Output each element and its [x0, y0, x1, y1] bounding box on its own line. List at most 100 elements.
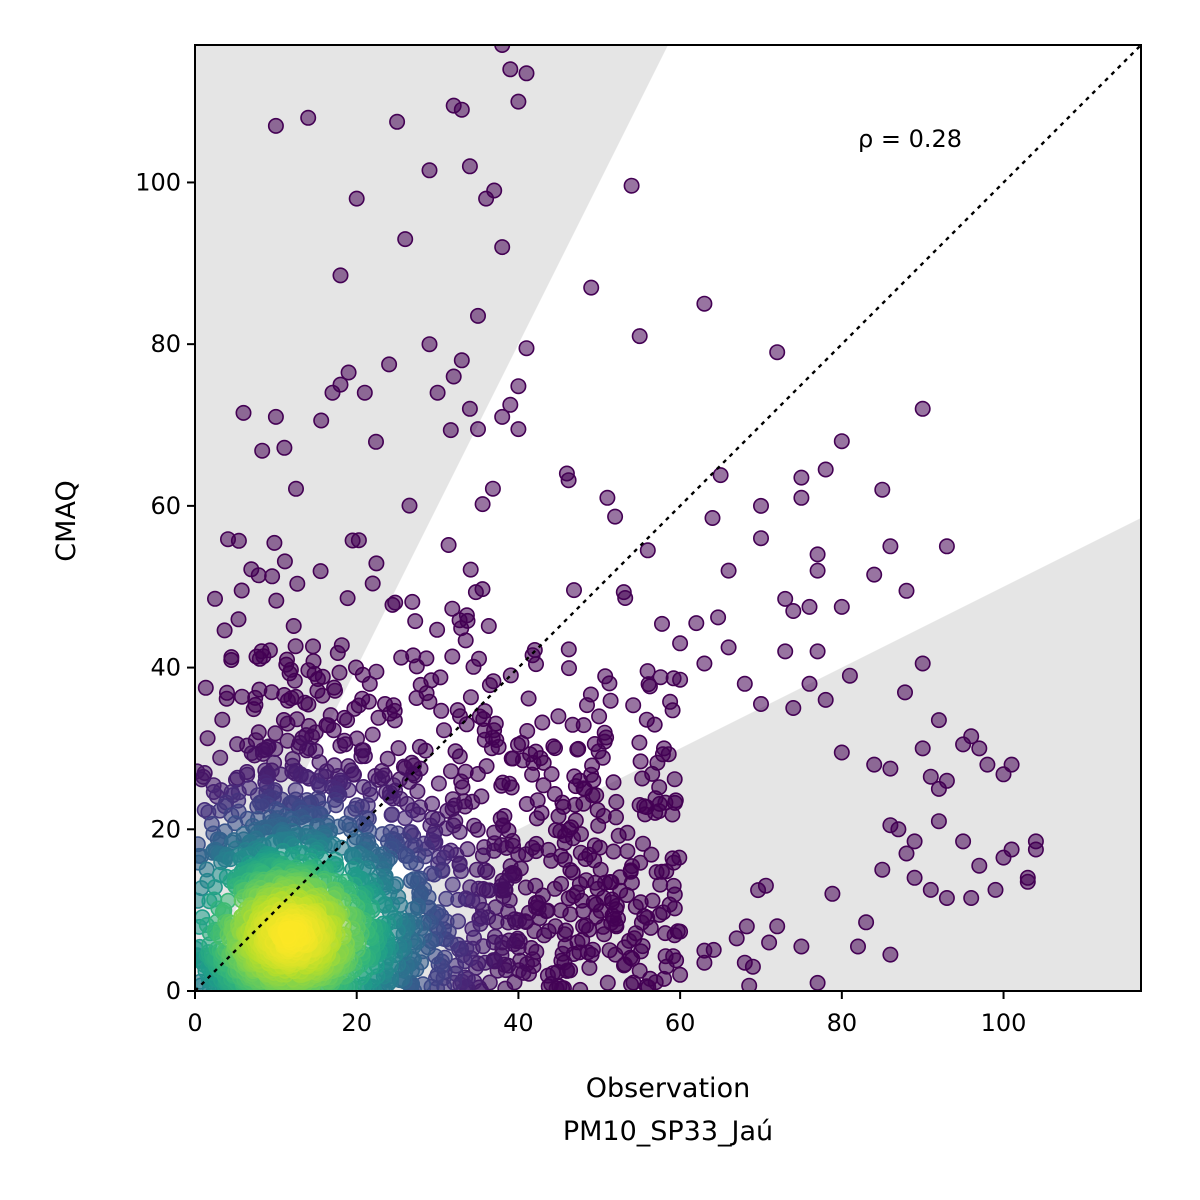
data-point [407, 613, 424, 630]
data-point [458, 716, 475, 733]
data-point [289, 575, 306, 592]
data-point [421, 336, 438, 353]
data-point [510, 93, 527, 110]
data-point [402, 872, 419, 889]
data-point [638, 711, 655, 728]
data-point [930, 712, 947, 729]
data-point [235, 404, 252, 421]
data-point [704, 509, 721, 526]
data-point [287, 638, 304, 655]
data-point [543, 852, 560, 869]
data-point [599, 489, 616, 506]
data-point [331, 664, 348, 681]
data-point [665, 670, 682, 687]
data-point [728, 930, 745, 947]
data-point [752, 530, 769, 547]
data-point [332, 737, 349, 754]
data-point [971, 857, 988, 874]
data-point [987, 881, 1004, 898]
data-point [535, 777, 552, 794]
data-point [368, 555, 385, 572]
data-point [300, 109, 317, 126]
data-point [608, 793, 625, 810]
data-point [267, 725, 284, 742]
data-point [963, 889, 980, 906]
data-point [451, 748, 468, 765]
data-point [348, 190, 365, 207]
data-point [465, 658, 482, 675]
data-point [938, 538, 955, 555]
data-point [824, 885, 841, 902]
data-point [543, 766, 560, 783]
data-point [212, 749, 229, 766]
data-point [384, 596, 401, 613]
y-tick-label: 20 [150, 815, 181, 843]
y-tick-label: 100 [135, 168, 181, 196]
data-point [384, 790, 401, 807]
data-point [279, 692, 296, 709]
data-point [286, 672, 303, 689]
data-point [560, 660, 577, 677]
data-point [874, 861, 891, 878]
y-tick-label: 60 [150, 492, 181, 520]
data-point [483, 740, 500, 757]
data-point [741, 977, 758, 991]
data-point [615, 957, 632, 974]
data-point [610, 827, 627, 844]
data-point [607, 508, 624, 525]
data-point [417, 742, 434, 759]
data-point [761, 934, 778, 951]
data-point [641, 678, 658, 695]
data-point [1019, 873, 1036, 890]
data-point [664, 850, 681, 867]
data-point [509, 736, 526, 753]
data-point [605, 774, 622, 791]
identity-line [195, 45, 1141, 991]
data-point [356, 384, 373, 401]
data-point [696, 942, 713, 959]
data-point [520, 690, 537, 707]
data-point [408, 689, 425, 706]
data-point [528, 810, 545, 827]
data-point [264, 568, 281, 585]
data-point [442, 763, 459, 780]
data-point [444, 876, 461, 893]
data-point [230, 532, 247, 549]
data-point [207, 590, 224, 607]
data-point [572, 844, 589, 861]
data-point [466, 817, 483, 834]
data-point [197, 679, 214, 696]
data-point [494, 408, 511, 425]
data-point [866, 566, 883, 583]
data-point [906, 869, 923, 886]
data-point [841, 667, 858, 684]
data-point [594, 749, 611, 766]
data-point [287, 480, 304, 497]
data-point [280, 928, 297, 945]
data-point [720, 639, 737, 656]
data-point [214, 711, 231, 728]
data-point [550, 708, 567, 725]
data-point [444, 648, 461, 665]
data-point [364, 575, 381, 592]
data-point [632, 753, 649, 770]
data-point [440, 536, 457, 553]
data-point [494, 45, 511, 53]
data-point [922, 768, 939, 785]
data-point [922, 881, 939, 898]
data-point [267, 117, 284, 134]
data-point [575, 902, 592, 919]
data-point [438, 890, 455, 907]
data-point [623, 976, 640, 991]
data-point [664, 702, 681, 719]
data-point [445, 368, 462, 385]
x-tick-label: 0 [187, 1009, 202, 1037]
data-point [817, 691, 834, 708]
data-point [583, 279, 600, 296]
data-point [930, 780, 947, 797]
data-point [518, 795, 535, 812]
data-point [345, 766, 362, 783]
data-point [464, 920, 481, 937]
data-point [631, 734, 648, 751]
